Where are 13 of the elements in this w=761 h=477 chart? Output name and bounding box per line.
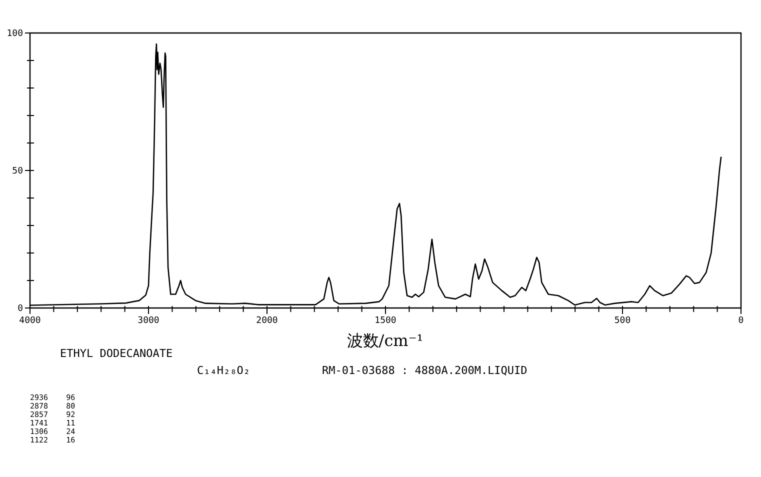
x-axis-title: 波数/cm⁻¹ bbox=[346, 331, 424, 350]
y-tick-label: 0 bbox=[18, 304, 23, 314]
text: RM-01-03688 : 4880A.200M.LIQUID bbox=[322, 364, 528, 377]
x-tick-label: 0 bbox=[738, 316, 744, 326]
x-tick-label: 4000 bbox=[19, 316, 41, 326]
x-tick-label: 3000 bbox=[138, 316, 160, 326]
y-tick-label: 50 bbox=[12, 166, 23, 176]
text: ETHYL DODECANOATE bbox=[60, 347, 173, 360]
x-tick-label: 2000 bbox=[256, 316, 278, 326]
x-tick-label: 500 bbox=[614, 316, 631, 326]
x-tick-label: 1500 bbox=[374, 316, 396, 326]
y-tick-label: 100 bbox=[6, 29, 23, 39]
text: C₁₄H₂₈O₂ bbox=[197, 364, 250, 377]
